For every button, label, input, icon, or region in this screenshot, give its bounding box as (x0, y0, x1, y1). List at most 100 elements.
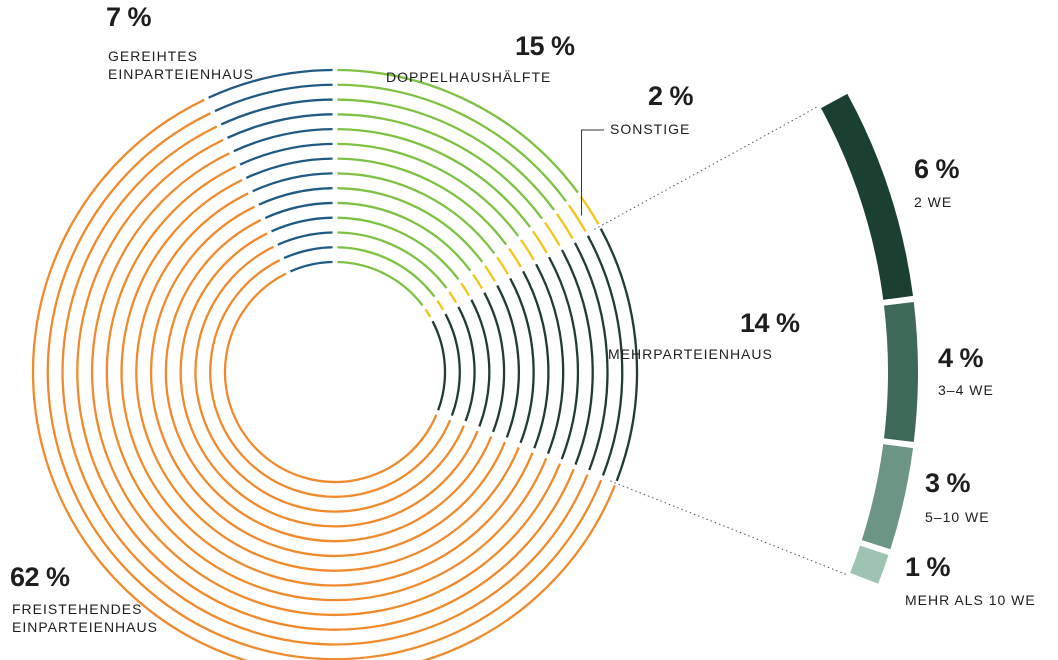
ring-arc (223, 272, 438, 484)
ring-arc (337, 172, 496, 254)
ring-arc (522, 270, 550, 449)
ring-arc (258, 187, 333, 206)
ring-arc (337, 142, 520, 237)
ring-arc (164, 219, 493, 543)
category-label: 2 WE (914, 194, 953, 210)
ring-arc (239, 142, 333, 166)
ring-arc (457, 306, 476, 422)
ring-arc (436, 299, 445, 311)
ring-arc (535, 263, 565, 455)
ring-arc (245, 157, 333, 179)
ring-arc (337, 98, 555, 211)
ring-arc (289, 260, 333, 273)
ring-arc (337, 68, 579, 194)
value-label: 3 % (925, 468, 971, 498)
ring-arc (337, 246, 436, 298)
pie-segment (424, 195, 600, 318)
ring-arc (508, 247, 522, 268)
ring-arc (271, 216, 333, 233)
ring-arc (233, 127, 333, 153)
ring-arc (214, 83, 333, 113)
ring-arc (470, 299, 491, 427)
category-label: 5–10 WE (925, 509, 990, 525)
ring-arc (496, 256, 509, 275)
ring-arc (567, 204, 587, 233)
value-label: 1 % (905, 552, 951, 582)
ring-arc (76, 138, 575, 631)
ring-arc (543, 221, 561, 247)
breakdown-segment (820, 93, 914, 300)
ring-arc (150, 205, 507, 557)
ring-arc (90, 152, 562, 617)
ring-arc (586, 235, 624, 476)
category-label: SONSTIGE (610, 121, 691, 137)
ring-arc (484, 265, 496, 282)
ring-arc (520, 239, 535, 261)
category-label: MEHRPARTEIENHAUS (608, 346, 773, 362)
ring-arc (483, 292, 506, 433)
value-label: 62 % (10, 562, 70, 592)
ring-arc (283, 246, 333, 260)
ring-arc (573, 242, 609, 471)
value-label: 14 % (740, 308, 800, 338)
category-label: GEREIHTES EINPARTEIENHAUS (108, 48, 254, 82)
ring-arc (194, 245, 465, 513)
value-label: 15 % (515, 31, 575, 61)
ring-arc (460, 282, 471, 297)
ring-arc (548, 256, 580, 460)
ring-arc (579, 195, 600, 225)
pie-segment (431, 228, 639, 482)
connector-line (610, 480, 848, 576)
value-label: 2 % (648, 81, 694, 111)
value-label: 7 % (106, 2, 152, 32)
ring-arc (208, 68, 333, 99)
ring-arc (555, 213, 574, 240)
ring-arc (337, 187, 484, 263)
ring-arc (337, 260, 424, 307)
ring-arc (209, 259, 452, 498)
pie-segment (337, 68, 579, 307)
ring-arc (46, 112, 603, 660)
pie-segment (31, 98, 616, 660)
connector-line (594, 106, 819, 230)
ring-arc (105, 165, 548, 602)
ring-arc (337, 231, 448, 289)
category-label: MEHR ALS 10 WE (905, 592, 1036, 608)
ring-arc (337, 216, 460, 281)
category-label: FREISTEHENDES EINPARTEIENHAUS (12, 601, 158, 635)
ring-arc (337, 157, 508, 246)
value-label: 6 % (914, 154, 960, 184)
value-label: 4 % (938, 343, 984, 373)
ring-arc (448, 291, 458, 304)
breakdown-segment (850, 545, 889, 584)
ring-arc (179, 232, 479, 528)
leader-line (581, 129, 604, 216)
ring-arc (560, 249, 594, 465)
ring-arc (431, 320, 447, 411)
ring-arc (337, 113, 543, 220)
ring-arc (277, 231, 333, 246)
ring-arc (424, 308, 432, 318)
ring-arc (472, 273, 483, 289)
breakdown-segment (861, 444, 914, 550)
pie-segment (208, 68, 333, 273)
ring-arc (532, 230, 548, 254)
breakdown-segment (883, 301, 919, 443)
ring-arc (496, 285, 520, 438)
ring-arc (337, 201, 472, 272)
ring-arc (509, 277, 535, 444)
ring-arc (337, 127, 532, 228)
ring-arc (220, 98, 333, 126)
ring-arc (120, 178, 534, 587)
category-label: DOPPELHAUSHÄLFTE (386, 69, 552, 85)
ring-arc (252, 172, 333, 193)
ring-arc (135, 192, 520, 572)
ring-arc (31, 98, 616, 660)
ring-arc (61, 125, 589, 646)
ring-arc (599, 228, 639, 482)
ring-arc (227, 113, 333, 139)
ring-arc (444, 313, 461, 417)
category-label: 3–4 WE (938, 382, 994, 398)
